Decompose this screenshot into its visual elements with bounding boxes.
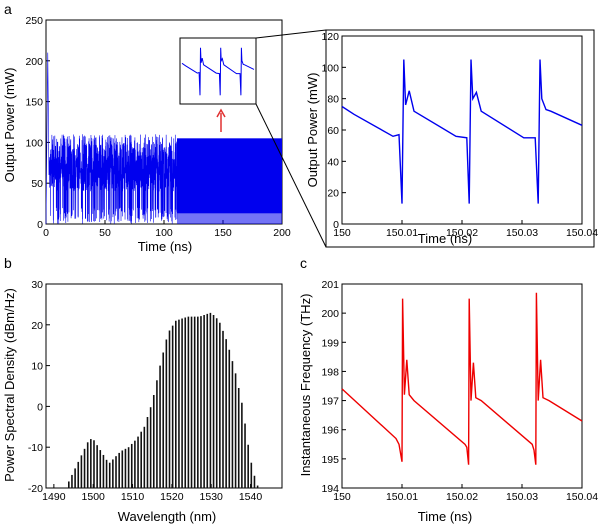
panel-c-xlabel: Time (ns) (418, 509, 472, 524)
panel-c-ytick-label: 200 (321, 308, 339, 320)
panel-label-c: c (300, 255, 307, 271)
zoom-frame (325, 29, 595, 248)
panel-c-ytick-label: 196 (321, 425, 339, 437)
panel-b-xtick-label: 1490 (42, 491, 66, 503)
panel-a-ytick-label: 150 (25, 97, 43, 109)
panel-a-inset-box (179, 37, 257, 105)
panel-a-periodic-band (176, 138, 282, 214)
panel-a-zoom-ytick-label: 80 (327, 94, 339, 106)
panel-a-zoom-xtick-label: 150.04 (566, 227, 598, 239)
panel-a-xtick-label: 150 (214, 227, 232, 239)
panel-c-trace (341, 292, 583, 465)
panel-a-ytick-label: 100 (25, 137, 43, 149)
panel-c-ylabel: Instantaneous Frequency (THz) (298, 294, 313, 477)
panel-a-periodic-lower (176, 213, 282, 224)
panel-label-b: b (4, 255, 12, 271)
panel-a-ytick-label: 50 (31, 178, 43, 190)
panel-a-zoom-ytick-label: 100 (321, 62, 339, 74)
panel-c-ytick-label: 198 (321, 366, 339, 378)
zoom-connector-bottom (255, 103, 327, 248)
panel-a-zoom-trace (341, 59, 583, 204)
panel-b-ylabel: Power Spectral Density (dBm/Hz) (2, 288, 17, 482)
panel-b-ytick-label: 20 (31, 320, 43, 332)
panel-c-xtick-label: 150.04 (566, 491, 598, 503)
panel-a-xtick-label: 200 (273, 227, 291, 239)
zoom-connector-top (255, 29, 327, 39)
panel-c-plot: 150 150.01 150.02 150.03 150.04 194 195 196 197 1… (321, 279, 598, 503)
panel-a-chaotic-trace (45, 52, 178, 225)
panel-a-zoom-axes-box (341, 35, 583, 225)
panel-label-a: a (4, 1, 12, 17)
panel-a-zoom-ytick-label: 60 (327, 125, 339, 137)
panel-b-ytick-label: 10 (31, 361, 43, 373)
panel-a-ylabel: Output Power (mW) (2, 68, 17, 183)
panel-a-plot: 0 50 100 150 200 0 50 100 150 200 250 (25, 15, 290, 239)
red-arrow-head-icon (216, 108, 226, 118)
panel-b-ytick-label: 0 (37, 401, 43, 413)
panel-c-xtick-label: 150.03 (506, 491, 538, 503)
panel-c-ytick-label: 194 (321, 483, 339, 495)
panel-c-xtick-label: 150 (333, 491, 351, 503)
panel-c-xtick-label: 150.02 (446, 491, 478, 503)
panel-c-ytick-label: 195 (321, 454, 339, 466)
panel-a-zoom-xtick-label: 150.03 (506, 227, 538, 239)
panel-b-ytick-label: 30 (31, 279, 43, 291)
panel-a-zoom-xtick-label: 150 (333, 227, 351, 239)
panel-a-zoom-ylabel: Output Power (mW) (305, 73, 320, 188)
panel-a-zoom-ytick-label: 120 (321, 31, 339, 43)
panel-a-zoom-plot: 150 150.01 150.02 150.03 150.04 0 20 40 60 80 100 1… (321, 31, 598, 239)
panel-a-ytick-label: 200 (25, 56, 43, 68)
panel-a-inset-trace (181, 47, 255, 96)
panel-c-xtick-label: 150.01 (386, 491, 418, 503)
panel-b-xtick-label: 1510 (121, 491, 145, 503)
panel-b-xtick-label: 1530 (200, 491, 224, 503)
panel-b-xtick-label: 1520 (160, 491, 184, 503)
panel-c-ytick-label: 201 (321, 279, 339, 291)
panel-a-xlabel: Time (ns) (138, 239, 192, 254)
panel-a-zoom-xtick-label: 150.02 (446, 227, 478, 239)
panel-a-zoom-ytick-label: 0 (333, 219, 339, 231)
panel-a-xtick-label: 50 (99, 227, 111, 239)
panel-a-zoom-ytick-label: 20 (327, 188, 339, 200)
panel-a-xtick-label: 0 (43, 227, 49, 239)
panel-a-zoom-xtick-label: 150.01 (386, 227, 418, 239)
panel-c-ytick-label: 199 (321, 337, 339, 349)
panel-a-ytick-label: 250 (25, 15, 43, 27)
panel-b-xlabel: Wavelength (nm) (118, 509, 217, 524)
panel-a-zoom-xlabel: Time (ns) (418, 231, 472, 246)
panel-c-axes-box (341, 283, 583, 489)
panel-a-ytick-label: 0 (37, 219, 43, 231)
panel-b-plot: 1490 1500 1510 1520 1530 1540 -20 -10 0 10 20 30 (28, 279, 283, 503)
panel-c-ytick-label: 197 (321, 396, 339, 408)
panel-a-xtick-label: 100 (155, 227, 173, 239)
panel-b-xtick-label: 1500 (82, 491, 106, 503)
panel-b-ytick-label: -10 (28, 442, 43, 454)
panel-b-ytick-label: -20 (28, 483, 43, 495)
panel-a-zoom-ytick-label: 40 (327, 156, 339, 168)
panel-b-xtick-label: 1540 (239, 491, 263, 503)
